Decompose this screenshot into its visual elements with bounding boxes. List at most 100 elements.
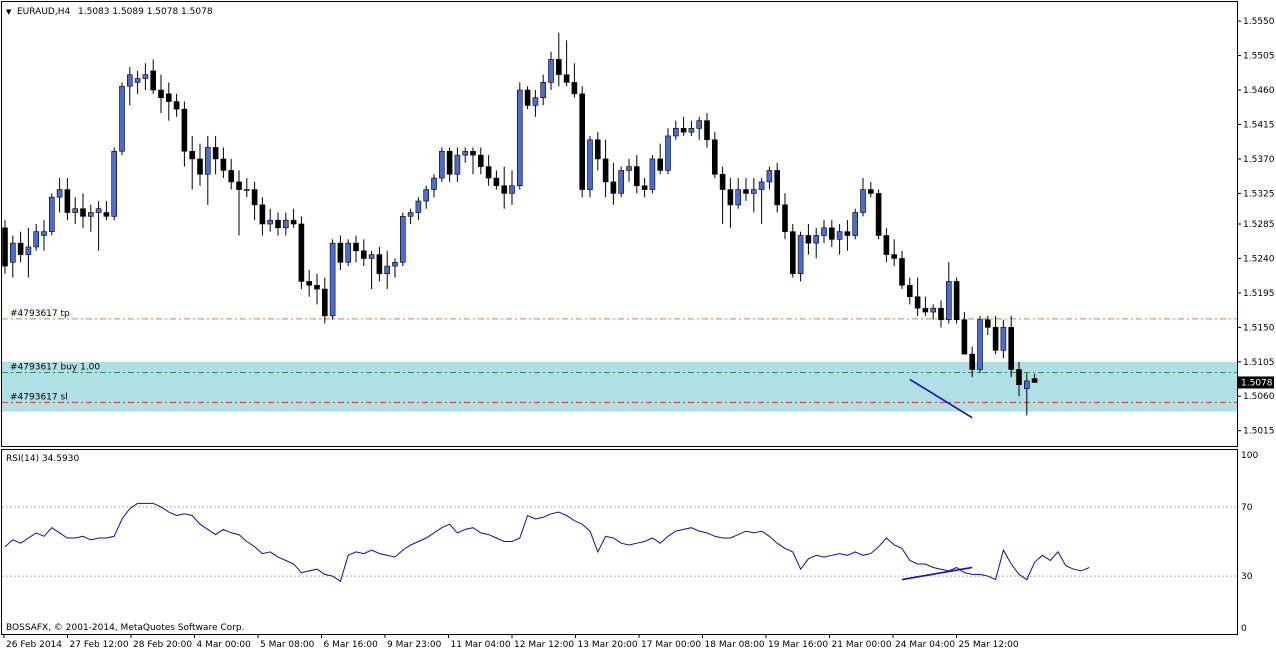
candle-body (267, 219, 274, 225)
y-tick-label: 1.5325 (1243, 189, 1275, 199)
candle-body (992, 327, 999, 351)
candle-body (368, 254, 375, 259)
candle-body (25, 246, 32, 255)
candle-body (719, 173, 726, 190)
candle-body (321, 288, 328, 317)
candle-body (610, 181, 617, 194)
y-tick-label: 1.5150 (1243, 323, 1275, 333)
candle-body (782, 204, 788, 232)
candle-body (883, 235, 890, 255)
candle-body (314, 284, 320, 290)
candle-body (337, 242, 344, 263)
candle-body (867, 189, 874, 194)
y-tick-label: 1.5415 (1243, 120, 1275, 130)
x-tick-label: 11 Mar 04:00 (451, 640, 511, 650)
candle-body (930, 307, 937, 313)
candle-body (532, 97, 539, 106)
candle-body (407, 212, 414, 217)
candle-body (587, 139, 593, 190)
candle-body (88, 212, 94, 217)
candle-body (158, 89, 164, 98)
candle-body (275, 219, 281, 229)
rsi-y-tick-label: 70 (1241, 503, 1253, 513)
candle-body (127, 74, 133, 87)
candle-body (766, 170, 773, 183)
candle-body (727, 189, 734, 206)
candle-body (844, 231, 851, 236)
candle-body (828, 227, 835, 240)
candle-body (353, 242, 359, 252)
x-tick-label: 24 Mar 04:00 (895, 640, 955, 650)
candle-body (166, 93, 172, 102)
candle-body (602, 158, 609, 183)
candle-body (205, 147, 211, 175)
order-zone (2, 361, 1237, 412)
y-tick-label: 1.5060 (1243, 392, 1275, 402)
candle-body (914, 296, 921, 309)
candle-body (485, 166, 492, 179)
candle-body (516, 89, 523, 187)
candle-body (633, 166, 640, 187)
candle-body (860, 189, 866, 213)
y-tick-label: 1.5285 (1243, 220, 1275, 230)
candle-body (797, 235, 804, 275)
candle-body (290, 219, 297, 225)
candle-body (665, 135, 671, 171)
candle-body (555, 59, 562, 76)
current-price-box (1238, 376, 1274, 389)
y-tick-label: 1.5505 (1243, 52, 1275, 62)
candle-body (1031, 378, 1038, 383)
candle-body (80, 208, 86, 217)
candle-body (509, 185, 515, 194)
rsi-trendline[interactable] (901, 566, 973, 581)
candle-body (103, 212, 110, 217)
candle-body (360, 250, 367, 259)
candle-body (181, 108, 188, 152)
order-line-label: #4793617 sl (10, 392, 68, 402)
candle-body (618, 170, 625, 194)
candle-body (173, 101, 180, 110)
candle-body (501, 185, 508, 194)
candle-body (711, 139, 718, 175)
candle-body (493, 177, 500, 187)
candle-body (735, 189, 742, 206)
candle-body (1024, 380, 1030, 389)
x-tick-label: 27 Feb 12:00 (70, 640, 129, 650)
candle-body (134, 78, 141, 83)
x-tick-label: 18 Mar 08:00 (705, 640, 765, 650)
candle-body (626, 166, 632, 171)
candle-body (72, 208, 78, 213)
candle-body (384, 265, 391, 275)
y-tick-label: 1.5195 (1243, 289, 1275, 299)
candle-body (579, 93, 586, 190)
candle-body (282, 219, 289, 229)
candle-body (446, 150, 453, 175)
candle-body (641, 185, 648, 190)
candle-body (33, 231, 40, 248)
candle-body (548, 59, 554, 83)
candle-body (56, 189, 63, 198)
candle-body (244, 189, 250, 191)
candle-body (688, 128, 695, 133)
candle-body (1008, 327, 1015, 370)
candle-body (758, 181, 765, 190)
collapse-triangle-icon[interactable]: ▼ (6, 8, 12, 16)
price-trendline[interactable] (909, 378, 973, 419)
candle-body (922, 307, 929, 313)
candle-body (462, 150, 469, 156)
x-tick-label: 9 Mar 23:00 (387, 640, 442, 650)
y-tick-label: 1.5550 (1243, 17, 1275, 27)
rsi-y-tick-label: 0 (1241, 624, 1247, 634)
candle-body (984, 319, 991, 328)
candle-body (399, 216, 406, 263)
candle-body (41, 231, 47, 236)
candle-body (220, 158, 227, 171)
candle-body (938, 307, 944, 320)
candle-body (298, 223, 305, 282)
x-tick-label: 25 Mar 12:00 (959, 640, 1019, 650)
candle-body (945, 281, 952, 320)
candle-body (228, 170, 234, 183)
y-tick-label: 1.5460 (1243, 86, 1275, 96)
candle-body (470, 150, 476, 156)
